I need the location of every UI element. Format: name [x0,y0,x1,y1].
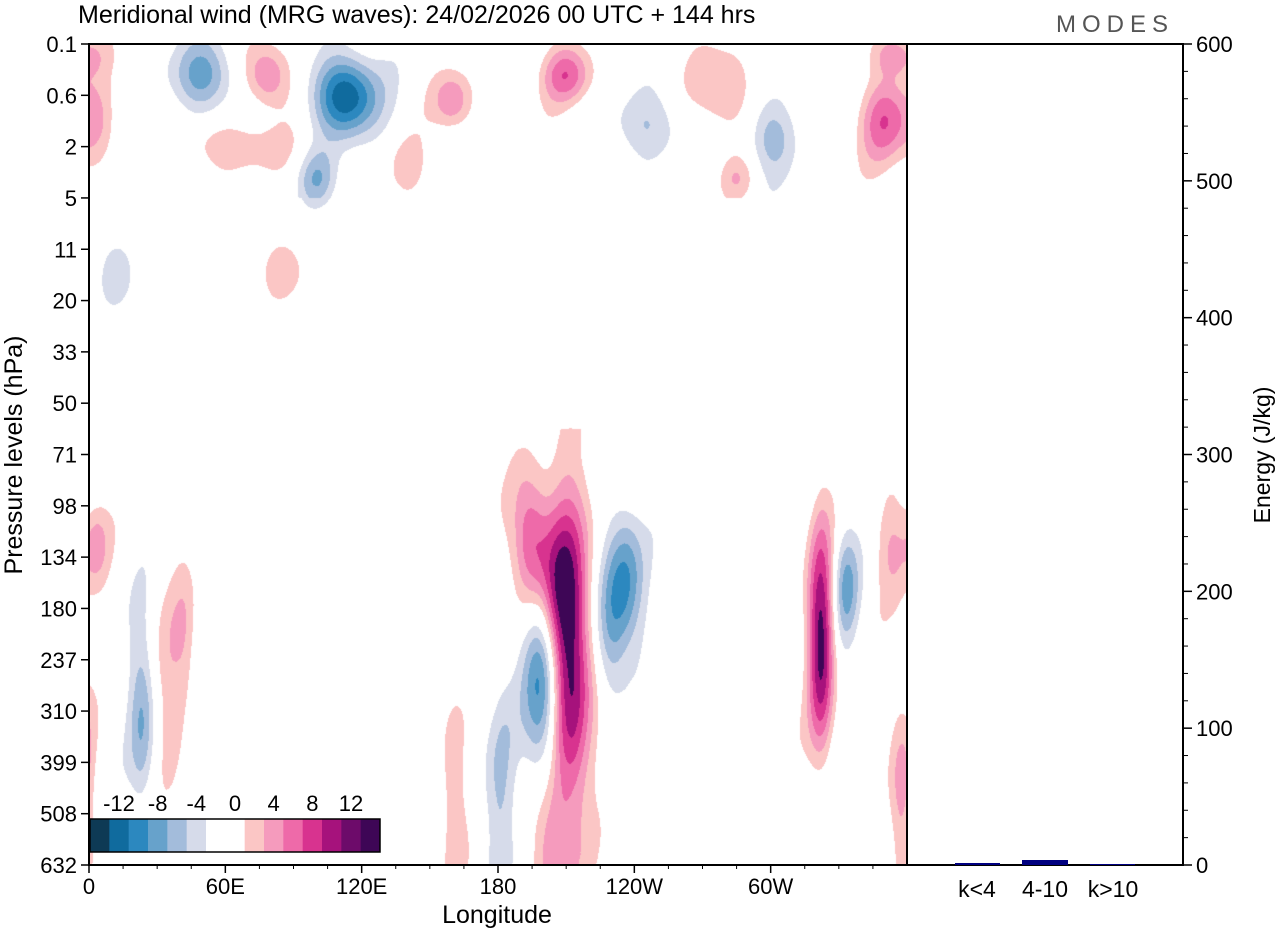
heatmap-raster [89,44,907,865]
y-tick-label: 33 [53,340,77,365]
colorbar-labels: -12 -8 -4 0 4 8 12 [103,791,363,816]
x-tick-label: 120E [336,874,387,899]
x-axis-label: Longitude [442,901,552,929]
y-tick-label: 2 [65,135,77,160]
x-tick-label: 120W [606,874,664,899]
y-tick-label: 399 [40,750,77,775]
y-tick-label: 50 [53,391,77,416]
heatmap-field [89,44,907,865]
modes-logo: MODES [1056,11,1174,38]
energy-tick-label: 100 [1196,716,1233,741]
energy-category-k-4-10: 4-10 [1022,876,1068,902]
y-tick-label: 508 [40,802,77,827]
energy-bars [955,860,1135,865]
y-tick-label: 20 [53,289,77,314]
colorbar-label: -12 [103,791,135,816]
colorbar-label: -4 [187,791,207,816]
energy-axis: 0 100 200 300 400 500 600 [1183,32,1233,878]
colorbar-swatch [148,819,168,852]
y-axis-label: Pressure levels (hPa) [0,336,28,575]
colorbar-swatch [264,819,284,852]
y-tick-label: 98 [53,494,77,519]
colorbar-label: 12 [339,791,363,816]
energy-bar-k-lt-4 [955,863,1000,865]
energy-category-k-lt-4: k<4 [958,876,996,902]
x-tick-label: 60W [748,874,793,899]
energy-bar-k-gt-10 [1090,864,1135,865]
colorbar-label: -8 [148,791,168,816]
y-tick-label: 180 [40,596,77,621]
colorbar-label: 8 [306,791,318,816]
energy-panel-frame [906,43,1184,866]
energy-bar-k-4-10 [1022,860,1068,865]
colorbar-swatch [360,819,381,852]
energy-tick-label: 200 [1196,579,1233,604]
colorbar-swatch [341,819,362,852]
x-axis: 0 60E 120E 180 120W 60W [83,865,874,899]
colorbar-swatch [90,819,110,852]
y-tick-label: 632 [40,853,77,878]
energy-tick-label: 300 [1196,443,1233,468]
colorbar-swatch [206,819,226,852]
colorbar-swatch [128,819,149,852]
colorbar-swatch [186,819,207,852]
energy-tick-label: 500 [1196,169,1233,194]
y-tick-label: 11 [54,237,77,262]
y-tick-label: 134 [40,545,77,570]
colorbar-swatch [244,819,265,852]
y-tick-label: 0.6 [46,83,77,108]
chart-title: Meridional wind (MRG waves): 24/02/2026 … [78,1,755,29]
y-tick-label: 237 [40,648,77,673]
colorbar [89,818,381,853]
colorbar-label: 4 [268,791,280,816]
energy-tick-label: 0 [1196,853,1208,878]
colorbar-swatch [322,819,342,852]
y-tick-label: 71 [53,443,77,468]
y-tick-label: 310 [40,699,77,724]
x-tick-label: 0 [83,874,95,899]
y-tick-label: 5 [65,186,77,211]
energy-category-k-gt-10: k>10 [1088,876,1139,902]
y-tick-label: 0.1 [46,32,77,57]
colorbar-swatch [167,819,188,852]
colorbar-swatch [225,819,246,852]
x-tick-label: 60E [206,874,245,899]
colorbar-label: 0 [229,791,241,816]
energy-tick-label: 600 [1196,32,1233,57]
colorbar-swatch [302,819,323,852]
energy-tick-label: 400 [1196,306,1233,331]
colorbar-swatch [109,819,130,852]
x-tick-label: 180 [480,874,517,899]
colorbar-swatch [283,819,304,852]
energy-axis-label: Energy (J/kg) [1249,387,1275,524]
y-axis: 0.1 0.6 2 5 11 20 33 50 71 98 134 180 237 310 399 508 63… [40,32,89,878]
